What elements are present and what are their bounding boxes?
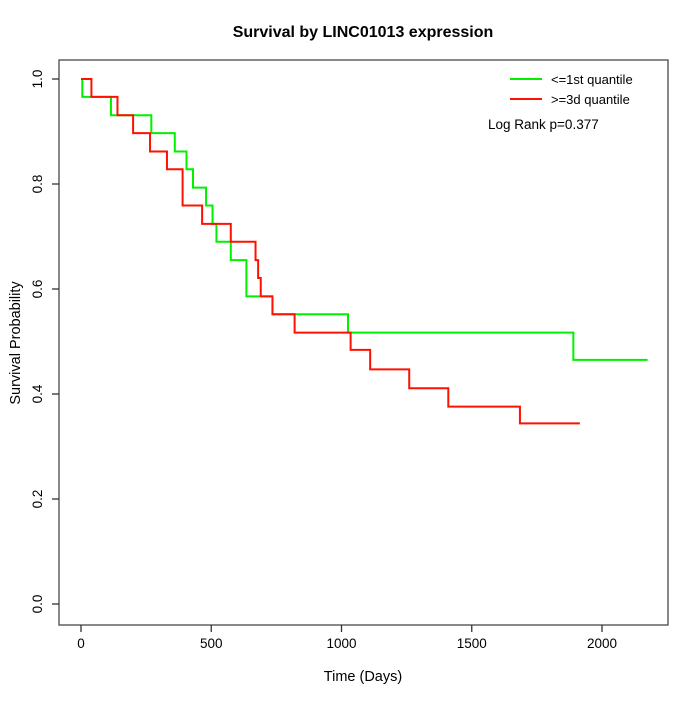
legend: <=1st quantile >=3d quantile Log Rank p=… (488, 72, 633, 132)
y-tick-label: 0.6 (30, 280, 45, 299)
km-curves (81, 78, 648, 425)
x-tick-label: 0 (77, 636, 85, 651)
legend-label-low-quantile: <=1st quantile (551, 72, 633, 87)
y-tick-label: 0.8 (30, 175, 45, 194)
x-tick-label: 1500 (457, 636, 487, 651)
log-rank-annotation: Log Rank p=0.377 (488, 117, 599, 132)
x-tick-label: 2000 (587, 636, 617, 651)
y-axis: 0.0 0.2 0.4 0.6 0.8 1.0 (30, 70, 59, 614)
chart-title: Survival by LINC01013 expression (233, 24, 494, 41)
x-axis: 0 500 1000 1500 2000 (77, 625, 617, 651)
y-tick-label: 0.2 (30, 490, 45, 509)
y-tick-label: 0.4 (30, 384, 45, 403)
x-tick-label: 500 (200, 636, 223, 651)
y-tick-label: 0.0 (30, 595, 45, 614)
y-tick-label: 1.0 (30, 70, 45, 89)
plot-border (58, 59, 669, 626)
x-tick-label: 1000 (326, 636, 356, 651)
km-curve-high-expression (81, 78, 580, 425)
legend-label-high-quantile: >=3d quantile (551, 92, 630, 107)
y-axis-label: Survival Probability (8, 281, 24, 405)
x-axis-label: Time (Days) (324, 669, 402, 685)
